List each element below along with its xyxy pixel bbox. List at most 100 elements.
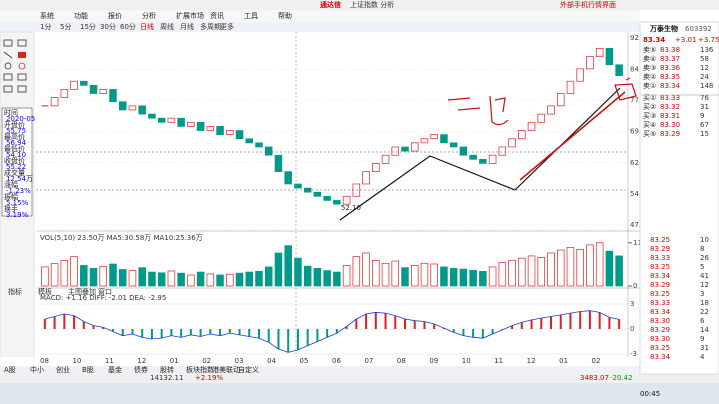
clock: 00:45 [640,390,660,398]
order-vol: 58 [700,55,709,63]
volume-bar [440,266,448,287]
period-button[interactable]: 日线 [140,22,154,31]
volume-bar [586,244,594,287]
tick-price: 83.33 [650,299,670,307]
tick-price: 83.34 [650,353,671,361]
menu-item[interactable]: 资讯 [210,11,224,20]
period-button[interactable]: 周线 [160,22,174,31]
tick-vol: 12 [700,281,709,289]
market-tab[interactable]: 板块指数 [186,365,214,374]
order-vol: 9 [700,112,704,120]
candle [177,117,185,127]
volume-bar [255,270,263,287]
volume-bar [196,271,205,287]
title-right: 外部手机行情界面 [560,0,616,9]
period-button[interactable]: 15分 [80,22,96,31]
candle [595,47,604,57]
period-button[interactable]: 月线 [180,22,194,31]
menu-item[interactable]: 报价 [108,11,122,20]
period-button[interactable]: 1分 [40,22,51,31]
tick-vol: 3 [700,290,704,298]
volume-bar [469,269,477,287]
status-bar [0,374,719,383]
market-tab[interactable]: 中小 [30,365,44,374]
pane-tab[interactable]: 指标 [8,287,22,296]
order-price: 83.37 [660,55,680,63]
volume-bar [410,265,419,287]
volume-bar [245,271,254,287]
candle [206,126,215,131]
candle [518,130,526,140]
market-tab[interactable]: A股 [4,366,16,374]
menu-item[interactable]: 系统 [40,11,54,20]
candle [333,200,341,205]
toolbar [0,22,640,32]
market-tab[interactable]: 港美联动 [212,365,240,374]
period-button[interactable]: 更多 [220,22,234,31]
volume-bar [508,259,516,287]
menu-item[interactable]: 工具 [244,12,258,20]
bottom: 08 10 11 12 01 02 03 04 05 06 07 08 09 10 11 12 01 02 A股 中小… [4,357,600,374]
volume-bar [313,268,322,287]
volume-bar [50,263,59,287]
menu-item[interactable]: 功能 [74,11,88,20]
volume-bar [420,262,429,287]
tick-price: 83.25 [650,290,670,298]
info-value: 12.54万 [6,175,33,183]
market-tab[interactable]: 创业 [56,365,70,374]
candle [401,146,409,152]
tick-vol: 31 [700,344,709,352]
tick-vol: 22 [700,308,709,316]
info-value: 55.75 [6,127,26,135]
menu-item[interactable]: 分析 [142,11,156,20]
tick-vol: 6 [700,317,705,325]
period-button[interactable]: 5分 [60,22,71,31]
candle [70,80,78,90]
volume-bar [352,256,361,287]
info-label: 振幅 [4,192,18,201]
order-price: 83.35 [660,73,680,81]
order-vol: 31 [700,103,709,111]
pane-tab[interactable]: 窗口 [98,287,112,296]
date-label: 05 [300,357,309,365]
tick-vol: 14 [700,326,709,334]
market-tab[interactable]: B股 [82,366,94,374]
status-chg1: -20.42 [610,374,633,382]
market-tab[interactable]: 基金 [108,365,122,374]
order-price: 83.34 [660,82,681,90]
period-button[interactable]: 30分 [100,22,116,31]
volume-bar [128,270,137,287]
period-button[interactable]: 60分 [120,22,136,31]
date-label: 07 [364,357,373,365]
date-label: 08 [397,357,406,365]
candle [196,121,205,131]
info-list: 时间2020-05开盘价55.75最高价56.94最低价54.10收盘价55.2… [4,108,35,219]
info-value: 55.22 [6,163,26,171]
pane-tab[interactable]: 主图叠加 [68,287,96,296]
candle [410,142,419,152]
order-label: 买⑤ [643,130,656,138]
volume-bar [391,260,400,287]
candle [187,121,195,127]
status-chg2: +2.19% [195,374,223,382]
candle [381,154,390,164]
period-button[interactable]: 多周期 [200,22,221,31]
pane-tab[interactable]: 模板 [38,287,52,296]
order-label: 买① [643,94,656,102]
market-tab[interactable]: 债券 [134,365,148,374]
candle [167,117,176,123]
market-tab[interactable]: 自定义 [238,365,259,374]
tick-vol: 9 [700,335,704,343]
menu-item[interactable]: 帮助 [278,11,292,20]
volume-bar [556,249,565,287]
order-label: 买④ [643,121,656,129]
tick-price: 83.29 [650,326,670,334]
order-price: 83.33 [660,94,680,102]
candle [615,64,623,77]
candle [488,154,497,164]
candle [226,130,234,135]
date-label: 01 [559,357,568,365]
menu-item[interactable]: 扩展市场 [176,11,204,20]
market-tab[interactable]: 股转 [160,365,174,374]
candle [449,142,458,148]
